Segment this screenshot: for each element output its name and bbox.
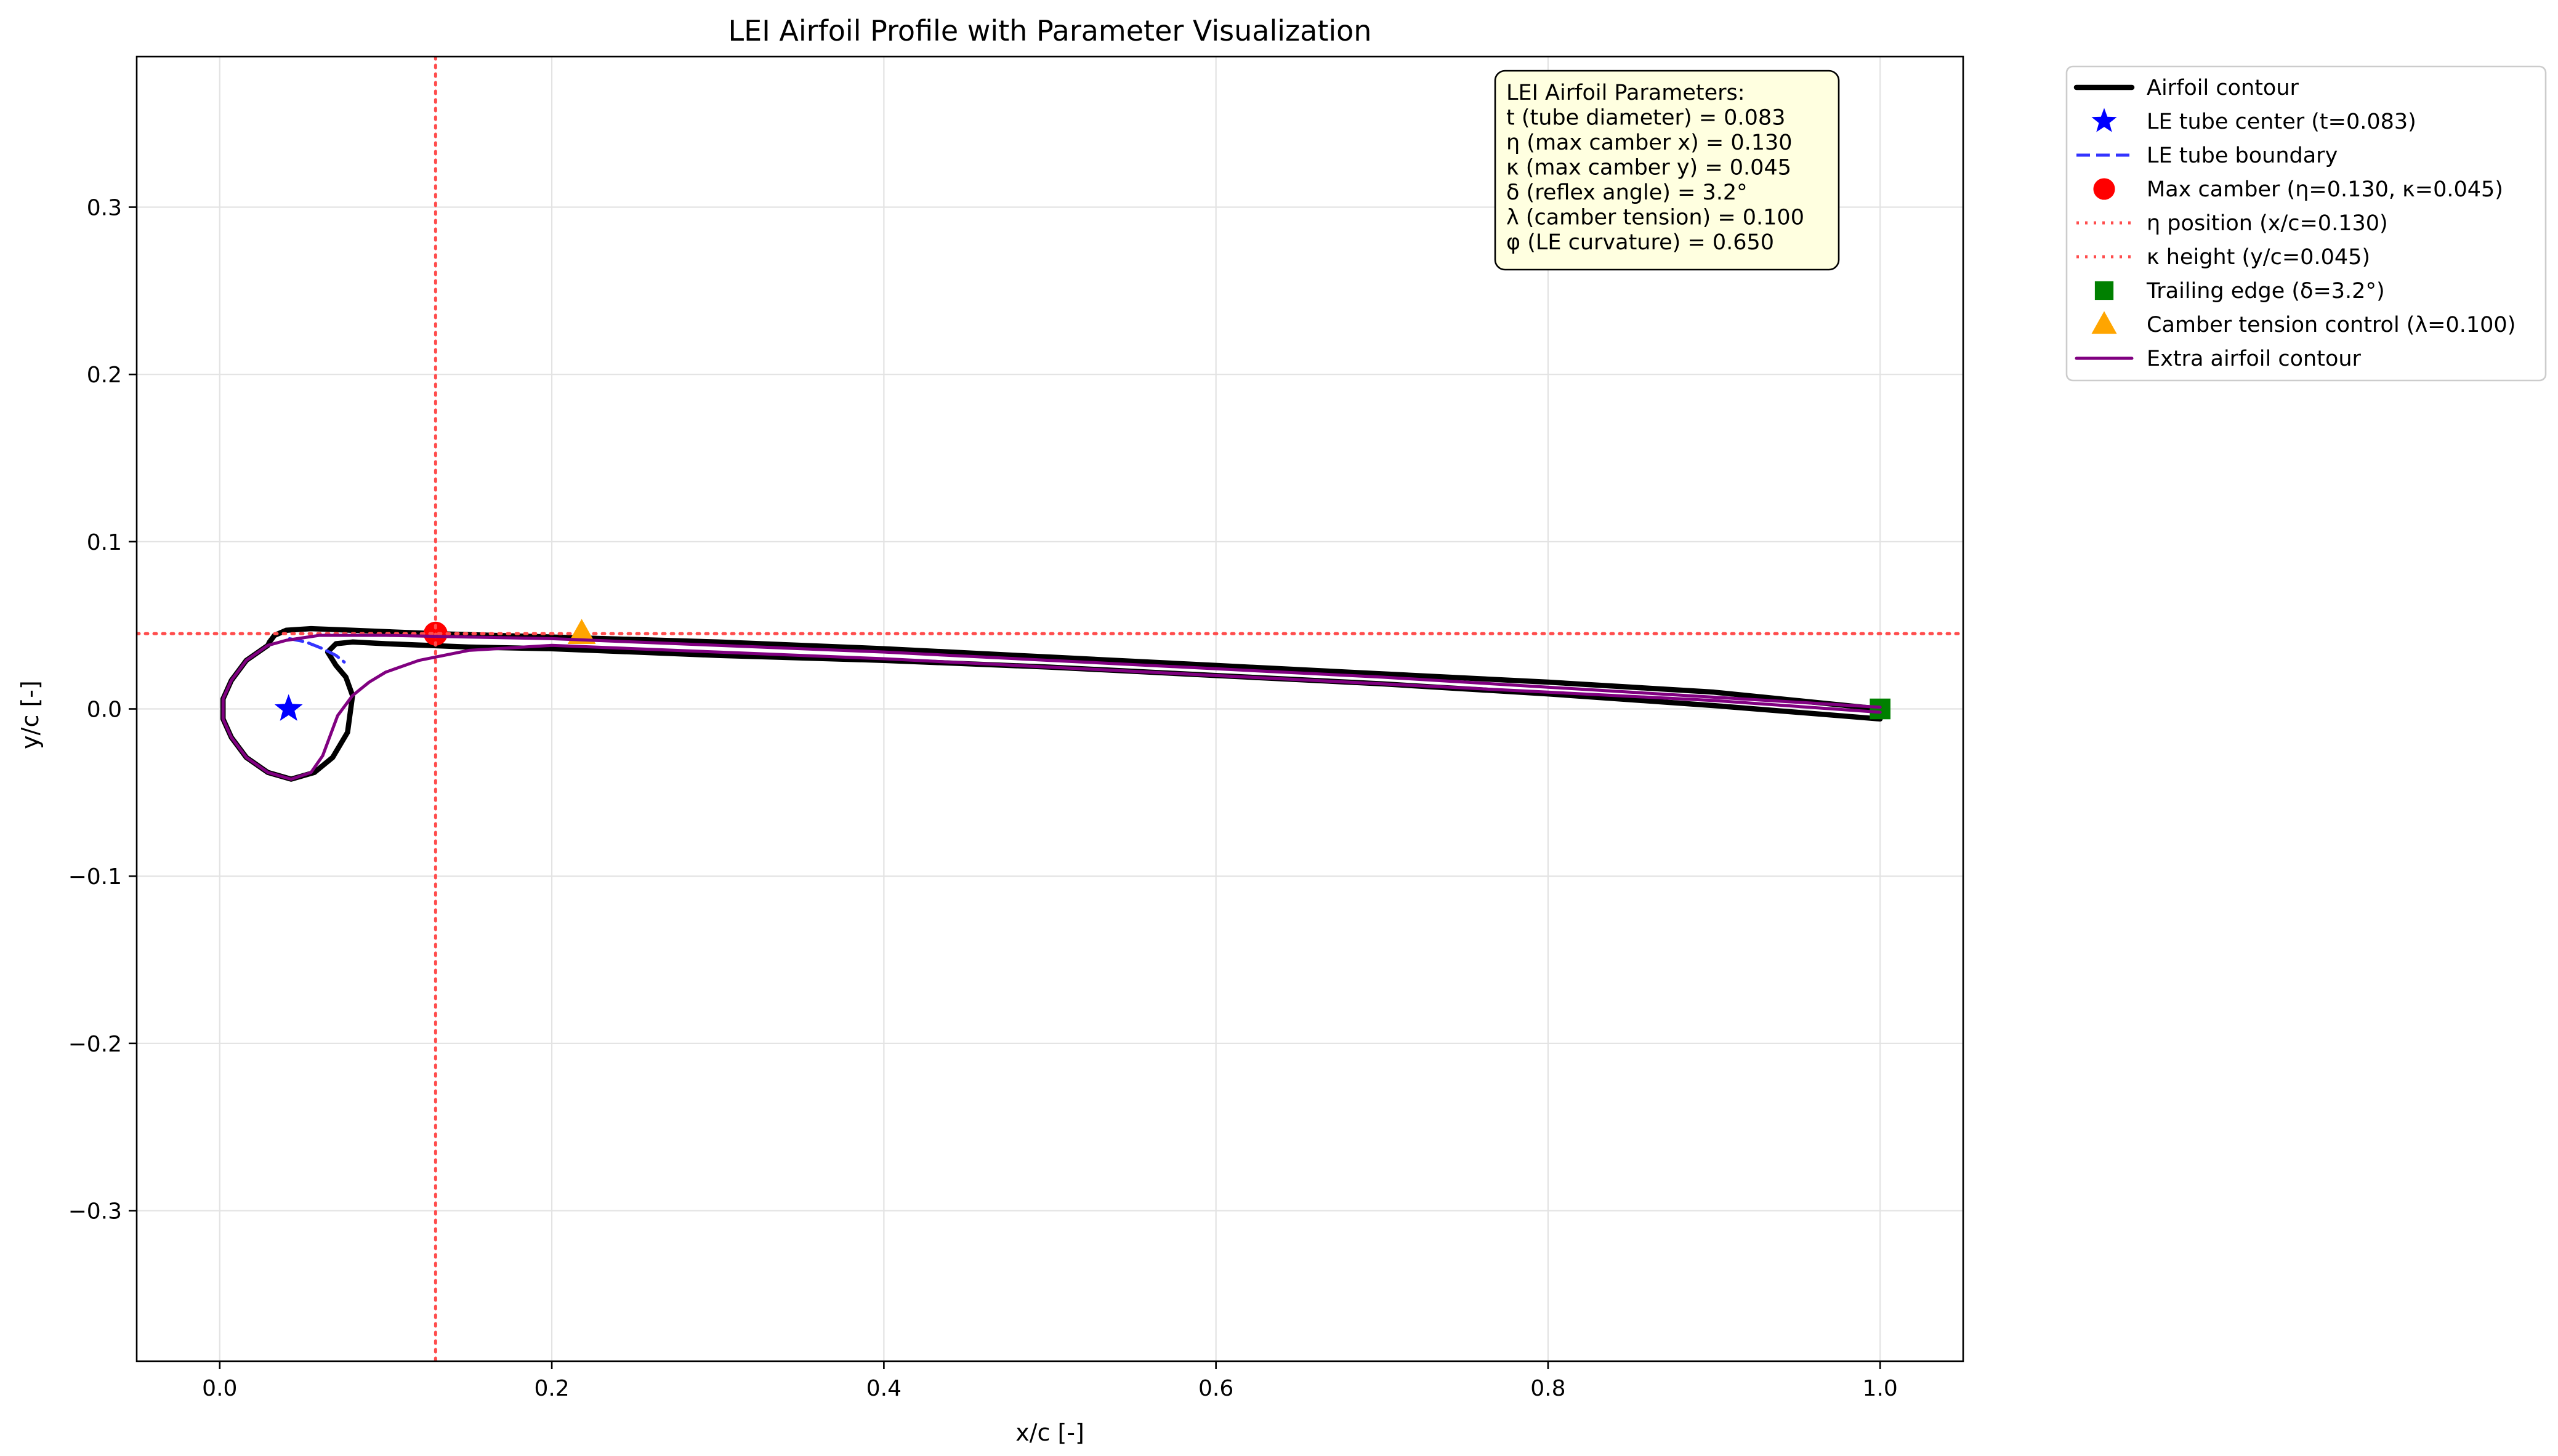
series-1	[274, 694, 303, 721]
y-axis-label: y/c [-]	[17, 680, 44, 749]
legend-marker-1	[2091, 108, 2117, 132]
legend-label-0: Airfoil contour	[2147, 76, 2299, 100]
params-line-3: κ (max camber y) = 0.045	[1506, 156, 1791, 180]
series-2	[288, 637, 346, 664]
y-tick-label-5: 0.2	[87, 363, 122, 388]
marker-1-0	[274, 694, 303, 721]
series-8	[221, 633, 1882, 781]
x-axis-label: x/c [-]	[1015, 1419, 1084, 1446]
x-tick-label-3: 0.6	[1198, 1376, 1233, 1401]
legend-handle-7	[2091, 311, 2117, 334]
ticks: 0.0 0.2 0.4 0.6 0.8 1.0 −0.3 −0.2 −0.1 0.0 0.1 0.2 0…	[68, 196, 1898, 1402]
params-line-4: δ (reflex angle) = 3.2°	[1506, 180, 1748, 205]
marker-7-0	[567, 619, 596, 645]
legend-handle-3	[2093, 178, 2115, 200]
legend-label-2: LE tube boundary	[2147, 143, 2338, 168]
legend-handle-1	[2091, 108, 2117, 132]
legend-frame	[2065, 65, 2547, 382]
y-tick-label-0: −0.3	[68, 1199, 122, 1225]
legend-marker-6	[2094, 281, 2114, 300]
legend-marker-7	[2091, 311, 2117, 334]
chart-title: LEI Airfoil Profile with Parameter Visua…	[728, 14, 1372, 47]
x-tick-label-5: 1.0	[1863, 1376, 1898, 1401]
params-line-5: λ (camber tension) = 0.100	[1506, 206, 1804, 230]
legend-label-7: Camber tension control (λ=0.100)	[2147, 313, 2516, 337]
x-tick-label-2: 0.4	[866, 1376, 902, 1401]
marker-6-0	[1870, 698, 1890, 720]
y-tick-label-4: 0.1	[87, 530, 122, 555]
y-tick-label-3: 0.0	[87, 698, 122, 723]
params-line-1: t (tube diameter) = 0.083	[1506, 106, 1785, 131]
series-6	[1870, 698, 1890, 720]
plot-area: 0.0 0.2 0.4 0.6 0.8 1.0 −0.3 −0.2 −0.1 0.0 0.1 0.2 0…	[68, 55, 1964, 1402]
params-box-frame	[1494, 70, 1840, 271]
series-line-8	[221, 633, 1882, 781]
series-line-2	[288, 637, 346, 664]
x-tick-label-4: 0.8	[1530, 1376, 1565, 1401]
series-7	[567, 619, 596, 645]
params-box: LEI Airfoil Parameters:t (tube diameter)…	[1494, 70, 1840, 271]
y-tick-label-2: −0.1	[68, 864, 122, 890]
legend-label-8: Extra airfoil contour	[2147, 347, 2362, 371]
x-tick-label-1: 0.2	[534, 1376, 569, 1401]
legend-handle-6	[2094, 281, 2114, 300]
params-line-2: η (max camber x) = 0.130	[1506, 131, 1793, 155]
y-tick-label-1: −0.2	[68, 1032, 122, 1057]
legend-label-4: η position (x/c=0.130)	[2147, 211, 2388, 236]
legend-marker-3	[2093, 178, 2115, 200]
x-tick-label-0: 0.0	[202, 1376, 237, 1401]
params-line-0: LEI Airfoil Parameters:	[1506, 81, 1745, 105]
legend-label-6: Trailing edge (δ=3.2°)	[2146, 279, 2385, 304]
legend: Airfoil contour LE tube center (t=0.083) L…	[2065, 65, 2547, 382]
grid	[137, 57, 1963, 1361]
series-group	[137, 57, 1963, 1361]
legend-label-1: LE tube center (t=0.083)	[2147, 110, 2416, 134]
y-tick-label-6: 0.3	[87, 196, 122, 221]
params-line-6: φ (LE curvature) = 0.650	[1506, 230, 1774, 255]
legend-label-5: κ height (y/c=0.045)	[2147, 245, 2370, 270]
legend-label-3: Max camber (η=0.130, κ=0.045)	[2147, 177, 2503, 202]
